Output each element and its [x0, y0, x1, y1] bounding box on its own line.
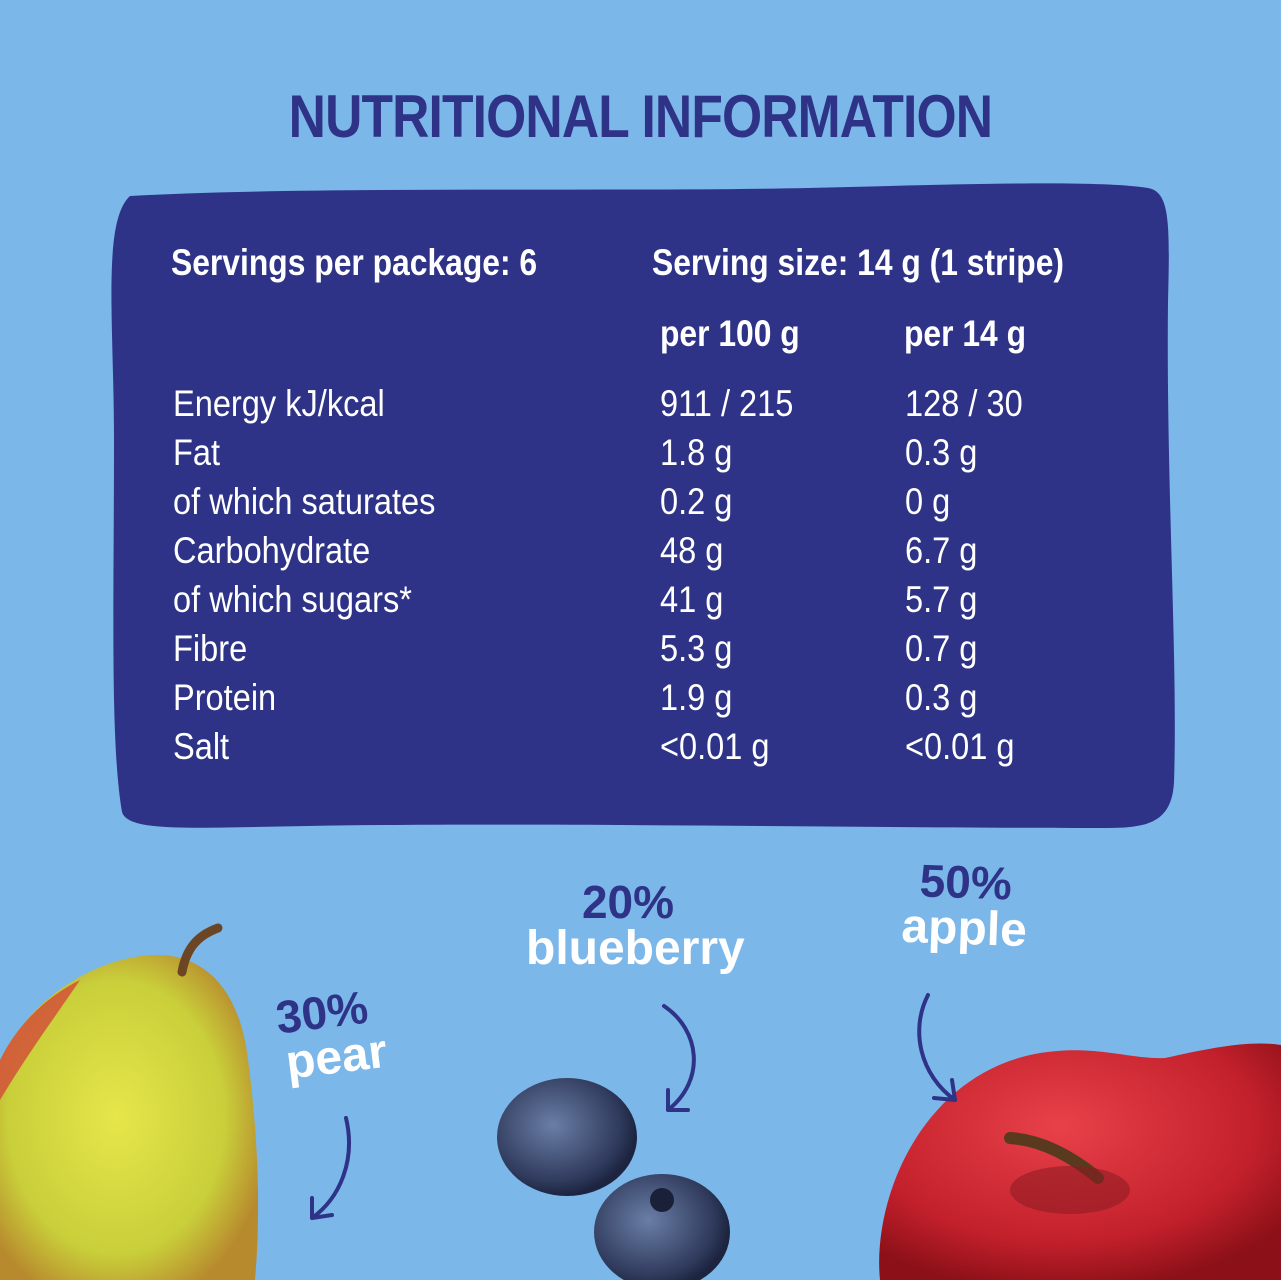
- value-per-100g: 0.2 g: [660, 481, 733, 522]
- nutrient-label: Fat: [173, 432, 221, 473]
- serving-size: Serving size: 14 g (1 stripe): [652, 242, 1065, 283]
- panel-background: [111, 183, 1175, 828]
- value-per-serving: 0.3 g: [905, 432, 978, 473]
- value-per-100g: 5.3 g: [660, 628, 733, 669]
- value-per-100g: <0.01 g: [660, 726, 770, 767]
- value-per-serving: 128 / 30: [905, 383, 1023, 424]
- apple-icon: [879, 1043, 1281, 1280]
- value-per-serving: 5.7 g: [905, 579, 978, 620]
- value-per-serving: 0.3 g: [905, 677, 978, 718]
- value-per-serving: <0.01 g: [905, 726, 1015, 767]
- nutrient-label: Energy kJ/kcal: [173, 383, 385, 424]
- nutrition-panel: Servings per package: 6 Serving size: 14…: [108, 182, 1176, 830]
- pear-label: 30% pear: [259, 978, 390, 1093]
- blueberry-percent: 20%: [581, 876, 675, 928]
- nutrient-label: Protein: [173, 677, 277, 718]
- blueberry-icon: [497, 1078, 730, 1280]
- apple-arrow-icon: [917, 993, 957, 1102]
- nutrient-label: Fibre: [173, 628, 248, 669]
- nutrient-label: Salt: [173, 726, 230, 767]
- blueberry-name: blueberry: [526, 922, 745, 975]
- blueberry-arrow-icon: [662, 1004, 696, 1112]
- blueberry-label: 20% blueberry: [526, 875, 745, 976]
- value-per-serving: 6.7 g: [905, 530, 978, 571]
- servings-per-package: Servings per package: 6: [171, 242, 538, 283]
- page-title: NUTRITIONAL INFORMATION: [288, 83, 993, 150]
- value-per-100g: 1.9 g: [660, 677, 733, 718]
- apple-name: apple: [900, 899, 1028, 958]
- column-header-per-100g: per 100 g: [660, 313, 800, 354]
- pear-arrow-icon: [310, 1116, 351, 1220]
- pear-icon: [0, 923, 259, 1280]
- value-per-serving: 0.7 g: [905, 628, 978, 669]
- nutrient-label: of which sugars*: [173, 579, 412, 620]
- nutrient-label: of which saturates: [173, 481, 436, 522]
- column-header-per-serving: per 14 g: [904, 313, 1027, 354]
- nutrient-label: Carbohydrate: [173, 530, 371, 571]
- value-per-100g: 41 g: [660, 579, 724, 620]
- value-per-serving: 0 g: [905, 481, 951, 522]
- value-per-100g: 911 / 215: [660, 383, 794, 424]
- value-per-100g: 1.8 g: [660, 432, 733, 473]
- value-per-100g: 48 g: [660, 530, 724, 571]
- apple-label: 50% apple: [898, 853, 1031, 958]
